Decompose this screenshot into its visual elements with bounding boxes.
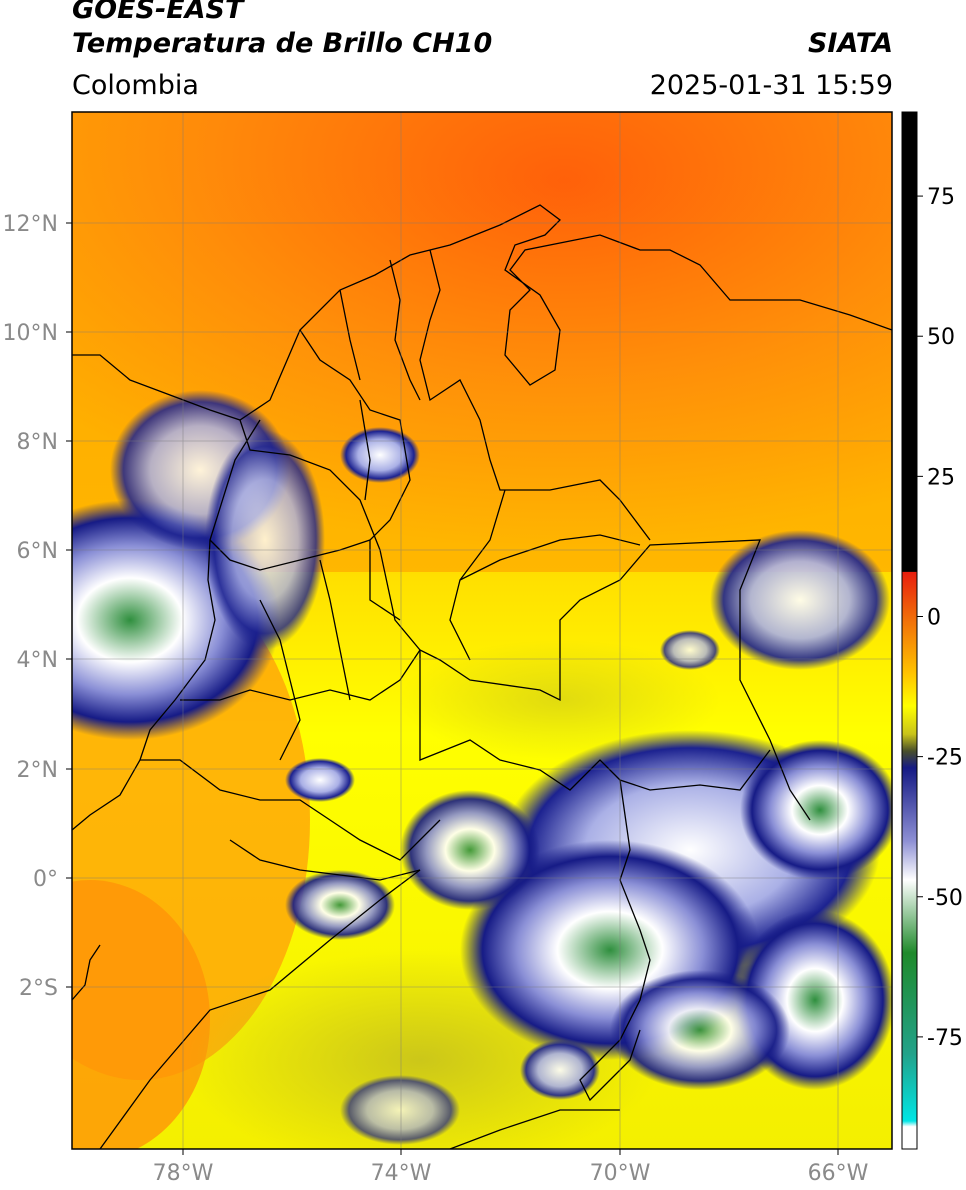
product-title: Temperatura de Brillo CH10 — [72, 28, 493, 59]
colorbar-tick-label: 25 — [927, 465, 955, 490]
lon-label-70w: 70°W — [590, 1161, 651, 1186]
lat-label-8n: 8°N — [17, 430, 58, 455]
lat-label-6n: 6°N — [17, 539, 58, 564]
latitude-labels: 12°N 10°N 8°N 6°N 4°N 2°N 0° 2°S — [3, 212, 58, 1001]
lat-label-0: 0° — [33, 867, 58, 892]
region-label: Colombia — [72, 70, 199, 101]
colorbar-tick-label: -50 — [927, 886, 963, 911]
colorbar-tick-label: -25 — [927, 746, 963, 771]
lat-label-10n: 10°N — [3, 321, 58, 346]
timestamp-label: 2025-01-31 15:59 — [649, 70, 893, 101]
map-axis-ticks — [66, 222, 839, 1155]
colorbar-gradient — [902, 112, 917, 1149]
map-frame — [71, 111, 893, 1150]
colorbar: 75 50 25 0 -25 -50 -75 — [901, 111, 963, 1150]
lat-label-4n: 4°N — [17, 648, 58, 673]
lat-label-2n: 2°N — [17, 758, 58, 783]
lat-label-12n: 12°N — [3, 212, 58, 237]
lat-label-2s: 2°S — [19, 976, 58, 1001]
colorbar-frame — [901, 111, 918, 1150]
organization-label: SIATA — [807, 28, 893, 59]
colorbar-tick-label: 50 — [927, 325, 955, 350]
satellite-title: GOES-EAST — [72, 0, 244, 25]
colorbar-tick-label: -75 — [927, 1026, 963, 1051]
colorbar-tick-label: 75 — [927, 185, 955, 210]
lon-label-78w: 78°W — [153, 1161, 214, 1186]
map-raster — [72, 112, 892, 1149]
graticule — [72, 112, 892, 1149]
lon-label-66w: 66°W — [808, 1161, 869, 1186]
lon-label-74w: 74°W — [371, 1161, 432, 1186]
colorbar-tick-label: 0 — [927, 605, 941, 630]
longitude-labels: 78°W 74°W 70°W 66°W — [153, 1161, 869, 1186]
